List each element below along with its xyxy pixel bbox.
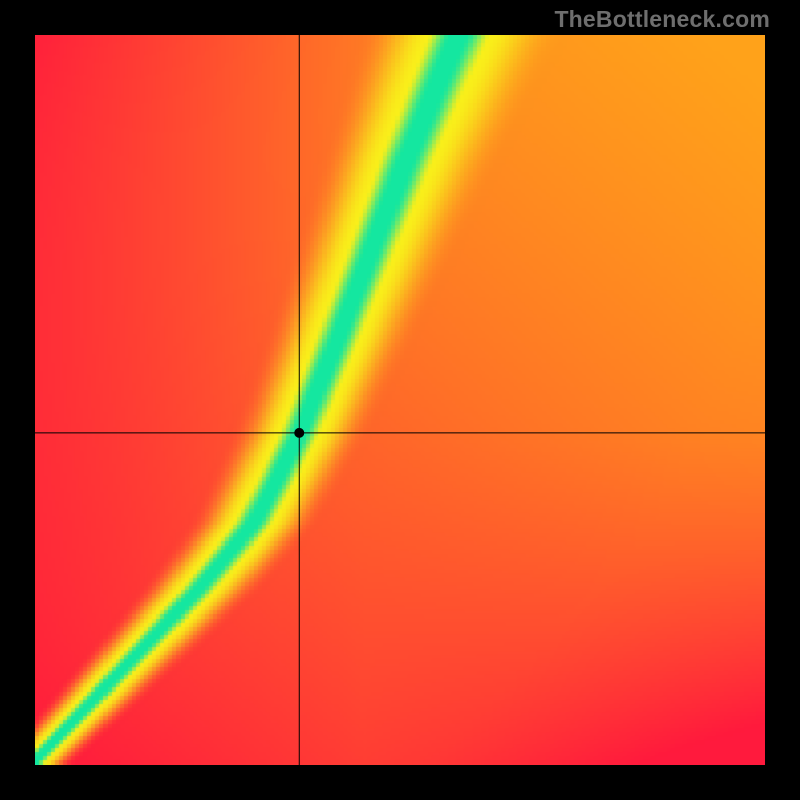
crosshair-dot xyxy=(294,428,304,438)
overlay-svg xyxy=(0,0,800,800)
watermark-text: TheBottleneck.com xyxy=(554,6,770,33)
chart-container: TheBottleneck.com xyxy=(0,0,800,800)
